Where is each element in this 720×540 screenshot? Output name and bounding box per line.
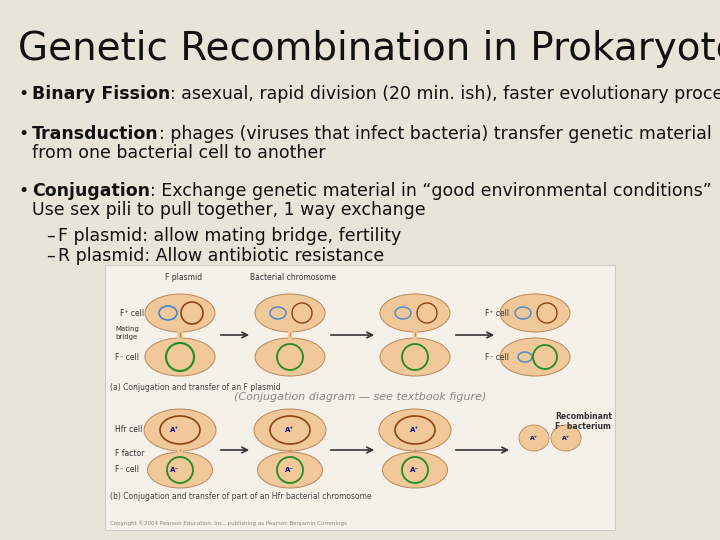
Ellipse shape: [380, 338, 450, 376]
Ellipse shape: [255, 294, 325, 332]
Text: Mating
bridge: Mating bridge: [115, 327, 139, 340]
Text: F plasmid: allow mating bridge, fertility: F plasmid: allow mating bridge, fertilit…: [58, 227, 401, 245]
Text: (b) Conjugation and transfer of part of an Hfr bacterial chromosome: (b) Conjugation and transfer of part of …: [110, 492, 372, 501]
Text: F⁻ cell: F⁻ cell: [485, 353, 509, 361]
Text: A⁺: A⁺: [530, 435, 538, 441]
Text: –: –: [46, 247, 55, 265]
Text: Bacterial chromosome: Bacterial chromosome: [250, 273, 336, 282]
Text: R plasmid: Allow antibiotic resistance: R plasmid: Allow antibiotic resistance: [58, 247, 384, 265]
Text: F plasmid: F plasmid: [165, 273, 202, 282]
Text: A⁻: A⁻: [410, 467, 420, 473]
Text: –: –: [46, 227, 55, 245]
Text: •: •: [18, 182, 28, 200]
Ellipse shape: [500, 294, 570, 332]
Text: F factor: F factor: [115, 449, 145, 458]
Ellipse shape: [380, 294, 450, 332]
Text: Genetic Recombination in Prokaryotes: Genetic Recombination in Prokaryotes: [18, 30, 720, 68]
Ellipse shape: [145, 294, 215, 332]
Text: A⁻: A⁻: [285, 467, 294, 473]
Text: A⁺: A⁺: [562, 435, 570, 441]
Text: Copyright ©2004 Pearson Education, Inc., publishing as Pearson Benjamin Cummings: Copyright ©2004 Pearson Education, Inc.,…: [110, 521, 347, 526]
Ellipse shape: [144, 409, 216, 451]
Text: A⁺: A⁺: [171, 427, 179, 433]
Text: F⁺ cell: F⁺ cell: [120, 308, 144, 318]
Ellipse shape: [148, 452, 212, 488]
Ellipse shape: [500, 338, 570, 376]
Text: F⁻ cell: F⁻ cell: [115, 353, 139, 361]
Text: : Exchange genetic material in “good environmental conditions”: : Exchange genetic material in “good env…: [150, 182, 712, 200]
Text: A⁻: A⁻: [171, 467, 179, 473]
Text: A⁺: A⁺: [285, 427, 294, 433]
Text: Transduction: Transduction: [32, 125, 158, 143]
Text: Binary Fission: Binary Fission: [32, 85, 170, 103]
Text: Use sex pili to pull together, 1 way exchange: Use sex pili to pull together, 1 way exc…: [32, 201, 426, 219]
Ellipse shape: [255, 338, 325, 376]
Text: from one bacterial cell to another: from one bacterial cell to another: [32, 144, 325, 162]
Text: : phages (viruses that infect bacteria) transfer genetic material: : phages (viruses that infect bacteria) …: [158, 125, 711, 143]
Text: (Conjugation diagram — see textbook figure): (Conjugation diagram — see textbook figu…: [234, 393, 486, 402]
Ellipse shape: [519, 425, 549, 451]
Text: (a) Conjugation and transfer of an F plasmid: (a) Conjugation and transfer of an F pla…: [110, 383, 281, 392]
Text: Recombinant
F⁻ bacterium: Recombinant F⁻ bacterium: [555, 412, 612, 431]
Text: Hfr cell: Hfr cell: [115, 426, 143, 435]
Text: A⁺: A⁺: [410, 427, 420, 433]
Ellipse shape: [382, 452, 448, 488]
Text: F⁺ cell: F⁺ cell: [485, 308, 509, 318]
Text: •: •: [18, 85, 28, 103]
Ellipse shape: [145, 338, 215, 376]
Ellipse shape: [551, 425, 581, 451]
Ellipse shape: [379, 409, 451, 451]
FancyBboxPatch shape: [105, 265, 615, 530]
Ellipse shape: [258, 452, 323, 488]
Text: : asexual, rapid division (20 min. ish), faster evolutionary process: : asexual, rapid division (20 min. ish),…: [170, 85, 720, 103]
Ellipse shape: [254, 409, 326, 451]
Text: Conjugation: Conjugation: [32, 182, 150, 200]
Text: •: •: [18, 125, 28, 143]
Text: F⁻ cell: F⁻ cell: [115, 465, 139, 475]
